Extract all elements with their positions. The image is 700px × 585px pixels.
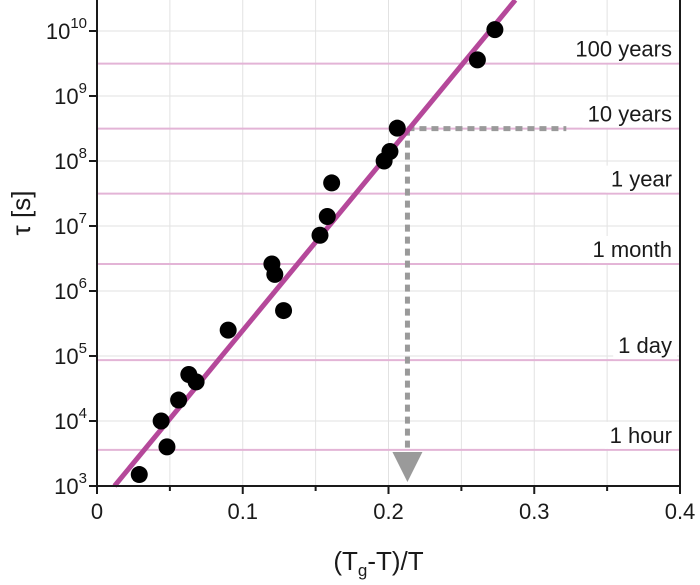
data-point: [187, 373, 205, 391]
reference-label: 1 year: [611, 167, 672, 192]
data-point: [266, 265, 284, 283]
y-tick-exponent: 9: [79, 80, 87, 97]
y-tick-base: 10: [54, 279, 78, 304]
guide-lines: [392, 126, 567, 482]
y-tick-label: 109: [54, 80, 87, 109]
reference-lines: [97, 62, 680, 451]
x-axis-title-part: -T)/T: [367, 546, 423, 576]
data-point: [152, 412, 170, 430]
y-tick-base: 10: [54, 474, 78, 499]
reference-label: 10 years: [588, 102, 672, 127]
data-point: [130, 466, 148, 484]
x-tick-label: 0: [91, 499, 103, 524]
axis-ticks: [89, 30, 681, 494]
y-tick-exponent: 6: [79, 275, 87, 292]
y-tick-label: 103: [54, 470, 87, 499]
y-tick-base: 10: [46, 19, 70, 44]
y-tick-base: 10: [54, 84, 78, 109]
y-axis-title: τ [s]: [6, 191, 36, 236]
y-tick-exponent: 8: [79, 145, 87, 162]
data-points: [130, 21, 504, 484]
reference-label: 100 years: [575, 37, 672, 62]
y-tick-label: 107: [54, 210, 87, 239]
data-point: [311, 226, 329, 244]
x-tick-label: 0.3: [519, 499, 550, 524]
y-tick-label: 105: [54, 340, 87, 369]
data-point: [170, 391, 188, 409]
data-point: [468, 51, 486, 69]
reference-label-bg: [613, 332, 677, 360]
data-point: [275, 302, 293, 320]
x-axis-title: (Tg-T)/T: [333, 546, 423, 580]
x-axis-title-part: (T: [333, 546, 358, 576]
data-point: [486, 21, 504, 39]
reference-labels: 1 hour 1 day 1 month 1 year 10 years 100 year…: [570, 35, 677, 449]
y-tick-label: 104: [54, 405, 87, 434]
data-point: [388, 119, 406, 137]
y-tick-base: 10: [54, 149, 78, 174]
y-tick-exponent: 3: [79, 470, 87, 487]
data-point: [323, 174, 341, 192]
x-tick-label: 0.4: [665, 499, 696, 524]
y-tick-base: 10: [54, 344, 78, 369]
reference-label-bg: [570, 35, 677, 63]
y-tick-exponent: 7: [79, 210, 87, 227]
reference-label-bg: [587, 236, 677, 264]
reference-label-bg: [582, 100, 677, 128]
reference-label: 1 hour: [610, 423, 672, 448]
data-point: [158, 438, 176, 456]
y-tick-exponent: 10: [70, 15, 87, 32]
x-tick-label: 0.2: [373, 499, 404, 524]
fit-line: [112, 0, 518, 488]
x-axis-title-subscript: g: [358, 561, 367, 580]
reference-label-bg: [604, 421, 677, 449]
y-tick-exponent: 5: [79, 340, 87, 357]
guide-arrow-head: [392, 452, 423, 482]
y-tick-exponent: 4: [79, 405, 87, 422]
y-tick-label: 108: [54, 145, 87, 174]
x-tick-label: 0.1: [227, 499, 258, 524]
data-point: [381, 143, 399, 161]
data-point: [318, 208, 336, 226]
fit-line-group: [112, 0, 518, 488]
reference-label: 1 day: [618, 333, 672, 358]
y-tick-label: 106: [54, 275, 87, 304]
x-tick-labels: 0 0.1 0.2 0.3 0.4: [91, 499, 695, 524]
y-tick-label: 1010: [46, 15, 87, 44]
y-tick-base: 10: [54, 214, 78, 239]
reference-label: 1 month: [593, 237, 673, 262]
y-tick-base: 10: [54, 409, 78, 434]
reference-label-bg: [605, 165, 677, 193]
data-point: [219, 321, 237, 339]
